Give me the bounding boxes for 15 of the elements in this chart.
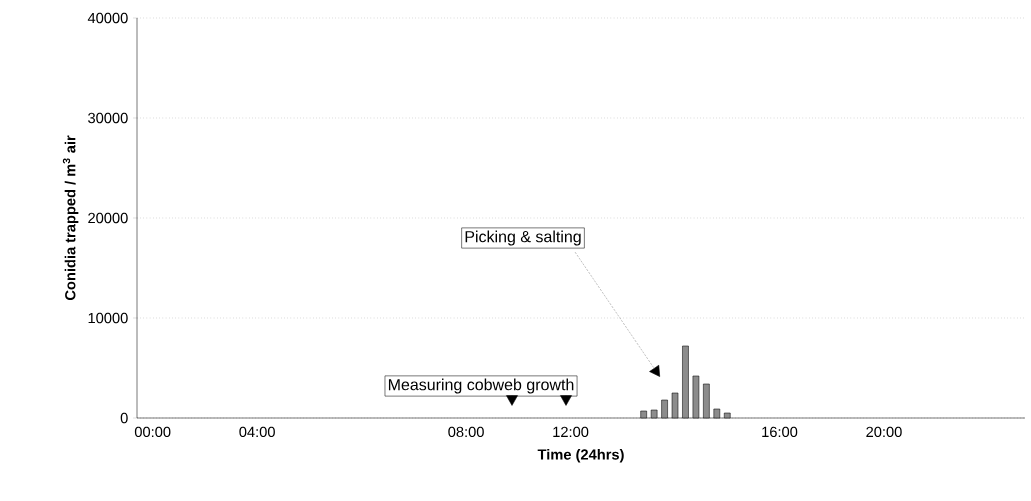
x-tick-label: 20:00 (866, 426, 902, 438)
y-tick-label: 40000 (87, 12, 128, 24)
x-axis-title: Time (24hrs) (537, 448, 624, 463)
y-tick-label: 30000 (88, 112, 128, 124)
y-tick-label: 0 (120, 412, 128, 424)
x-tick-label: 08:00 (448, 426, 484, 438)
annotation: Measuring cobweb growth (388, 378, 574, 394)
x-tick-label: 16:00 (762, 426, 798, 438)
y-tick-label: 10000 (88, 312, 128, 324)
x-tick-label: 12:00 (553, 426, 589, 438)
y-tick-label: 20000 (88, 212, 128, 224)
x-tick-label: 00:00 (134, 426, 171, 438)
x-tick-label: 04:00 (239, 426, 275, 438)
y-axis-title: Conidia trapped / m$^{3}$ air (62, 135, 79, 301)
annotation: Picking & salting (465, 230, 581, 246)
